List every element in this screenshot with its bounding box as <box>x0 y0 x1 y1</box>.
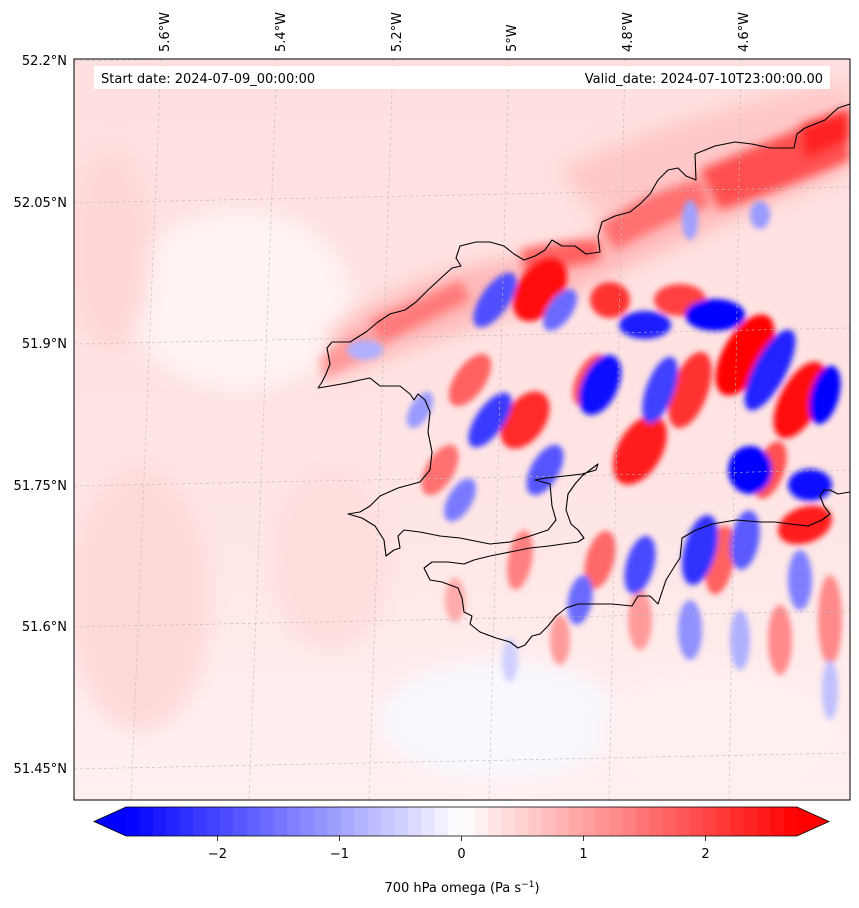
colorbar-bin <box>246 807 261 836</box>
colorbar-bin <box>179 807 194 836</box>
valid-date-label: Valid_date: 2024-07-10T23:00:00.00 <box>585 72 823 87</box>
colorbar-bin <box>783 807 798 836</box>
longitude-labels: 5.6°W 5.4°W 5.2°W 5°W 4.8°W 4.6°W <box>158 12 752 52</box>
colorbar-tick-label: 0 <box>457 847 465 862</box>
colorbar-bin <box>729 807 744 836</box>
colorbar-outline <box>93 806 830 837</box>
colorbar-bin <box>354 807 369 836</box>
colorbar-bin <box>327 807 342 836</box>
header-background <box>94 66 830 89</box>
lat-label-51-45n: 51.45°N <box>14 762 67 777</box>
colorbar-extend-high <box>797 807 829 836</box>
colorbar-bin <box>260 807 275 836</box>
colorbar-bin <box>568 807 583 836</box>
lon-label-5-6w: 5.6°W <box>158 12 173 52</box>
colorbar-bin <box>609 807 624 836</box>
colorbar-bin <box>421 807 436 836</box>
colorbar-bin <box>166 807 181 836</box>
colorbar-bin <box>756 807 771 836</box>
colorbar-bin <box>394 807 409 836</box>
colorbar-tick-label: −1 <box>330 847 349 862</box>
colorbar-bin <box>488 807 503 836</box>
colorbar-bin <box>515 807 530 836</box>
colorbar-bin <box>461 807 476 836</box>
colorbar-bin <box>676 807 691 836</box>
colorbar-bin <box>716 807 731 836</box>
colorbar-tick-label: −2 <box>208 847 227 862</box>
colorbar-bin <box>703 807 718 836</box>
colorbar: −2 −1 0 1 2 700 hPa omega (Pa s−1) <box>93 806 830 896</box>
colorbar-bin <box>501 807 516 836</box>
colorbar-ticks: −2 −1 0 1 2 <box>208 836 710 862</box>
colorbar-bin <box>287 807 302 836</box>
colorbar-bin <box>662 807 677 836</box>
colorbar-bin <box>219 807 234 836</box>
lat-label-51-9n: 51.9°N <box>22 337 67 352</box>
lon-label-5w: 5°W <box>505 24 520 52</box>
colorbar-tick-label: 2 <box>701 847 709 862</box>
coastline <box>317 103 850 649</box>
colorbar-bin <box>743 807 758 836</box>
colorbar-bins <box>126 807 798 836</box>
colorbar-bin <box>582 807 597 836</box>
lat-label-52-2n: 52.2°N <box>22 54 67 69</box>
colorbar-bin <box>152 807 167 836</box>
colorbar-bin <box>193 807 208 836</box>
latitude-labels: 52.2°N 52.05°N 51.9°N 51.75°N 51.6°N 51.… <box>14 54 67 777</box>
lon-label-4-8w: 4.8°W <box>621 12 636 52</box>
colorbar-bin <box>380 807 395 836</box>
lat-label-51-75n: 51.75°N <box>14 479 67 494</box>
colorbar-bin <box>649 807 664 836</box>
colorbar-bin <box>340 807 355 836</box>
colorbar-bin <box>273 807 288 836</box>
colorbar-bin <box>300 807 315 836</box>
colorbar-label: 700 hPa omega (Pa s−1) <box>384 880 539 896</box>
colorbar-bin <box>206 807 221 836</box>
colorbar-bin <box>555 807 570 836</box>
colorbar-bin <box>313 807 328 836</box>
lon-label-5-4w: 5.4°W <box>274 12 289 52</box>
lat-label-51-6n: 51.6°N <box>22 620 67 635</box>
lon-label-5-2w: 5.2°W <box>390 12 405 52</box>
lat-label-52-05n: 52.05°N <box>14 196 67 211</box>
colorbar-bin <box>474 807 489 836</box>
start-date-label: Start date: 2024-07-09_00:00:00 <box>101 72 315 87</box>
colorbar-bin <box>126 807 141 836</box>
colorbar-bin <box>139 807 154 836</box>
lon-label-4-6w: 4.6°W <box>737 12 752 52</box>
map-panel: Start date: 2024-07-09_00:00:00 Valid_da… <box>74 59 850 800</box>
colorbar-bin <box>689 807 704 836</box>
omega-wave-bands <box>347 200 842 720</box>
colorbar-bin <box>595 807 610 836</box>
colorbar-bin <box>434 807 449 836</box>
map-frame <box>73 58 851 801</box>
colorbar-extend-low <box>94 807 126 836</box>
colorbar-tick-label: 1 <box>579 847 587 862</box>
colorbar-bin <box>407 807 422 836</box>
colorbar-bin <box>448 807 463 836</box>
header-box: Start date: 2024-07-09_00:00:00 Valid_da… <box>94 66 830 89</box>
colorbar-bin <box>542 807 557 836</box>
colorbar-bin <box>367 807 382 836</box>
colorbar-bin <box>528 807 543 836</box>
map-gridlines <box>74 59 850 800</box>
colorbar-bin <box>233 807 248 836</box>
colorbar-bin <box>770 807 785 836</box>
colorbar-bin <box>635 807 650 836</box>
colorbar-bin <box>622 807 637 836</box>
